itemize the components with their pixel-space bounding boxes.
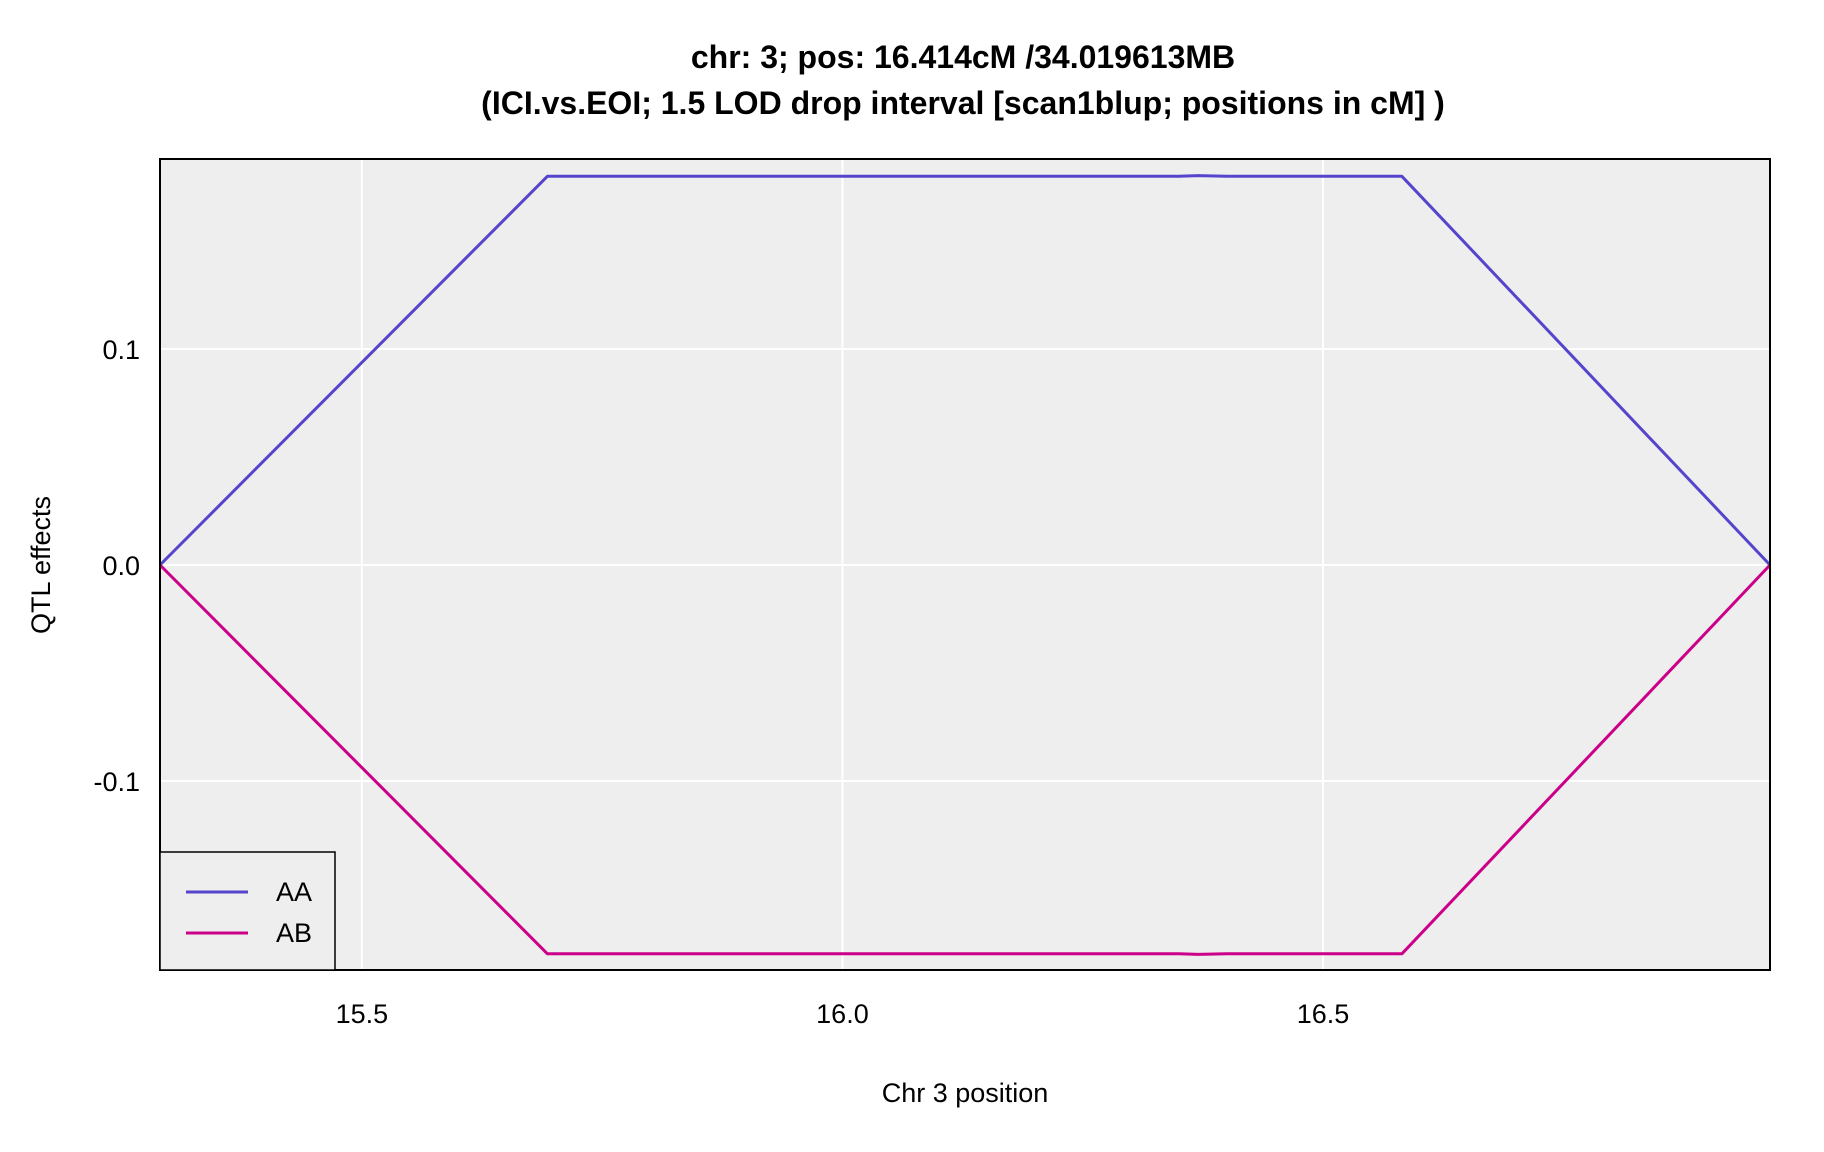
- chart-subtitle: (ICI.vs.EOI; 1.5 LOD drop interval [scan…: [481, 85, 1445, 121]
- y-axis: -0.1 0.0 0.1: [93, 335, 140, 797]
- series-line-aa: [158, 174, 1772, 567]
- plot-frame: [159, 158, 1771, 971]
- legend-box: [159, 851, 336, 971]
- x-tick-label: 16.5: [1297, 999, 1350, 1029]
- legend: AA AB: [159, 851, 336, 971]
- x-axis: 15.5 16.0 16.5: [336, 999, 1350, 1029]
- legend-label-aa: AA: [276, 877, 312, 907]
- legend-label-ab: AB: [276, 918, 312, 948]
- grid-lines: [160, 159, 1770, 970]
- series-line-ab: [158, 563, 1772, 956]
- x-tick-label: 16.0: [816, 999, 869, 1029]
- y-tick-label: -0.1: [93, 767, 140, 797]
- y-axis-label: QTL effects: [26, 496, 56, 634]
- chart-title: chr: 3; pos: 16.414cM /34.019613MB: [691, 39, 1235, 75]
- y-tick-label: 0.0: [102, 551, 140, 581]
- y-tick-label: 0.1: [102, 335, 140, 365]
- x-axis-label: Chr 3 position: [882, 1078, 1049, 1108]
- series-lines: [158, 174, 1772, 956]
- x-tick-label: 15.5: [336, 999, 389, 1029]
